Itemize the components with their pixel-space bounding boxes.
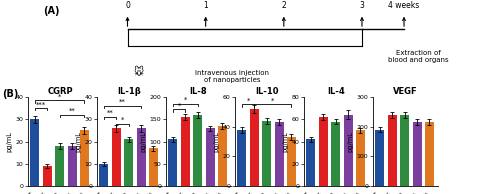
- Bar: [30, 119, 40, 186]
- Bar: [376, 130, 384, 186]
- Text: (B): (B): [2, 89, 19, 99]
- Bar: [193, 115, 202, 186]
- Bar: [274, 122, 283, 186]
- Y-axis label: pg/mL: pg/mL: [6, 131, 12, 152]
- Bar: [218, 126, 227, 186]
- Text: 2: 2: [282, 1, 286, 10]
- Text: (A): (A): [44, 6, 60, 16]
- Y-axis label: pg/mL: pg/mL: [141, 131, 147, 152]
- Bar: [238, 130, 246, 186]
- Title: IL-1β: IL-1β: [117, 87, 141, 96]
- Bar: [80, 131, 89, 186]
- Bar: [388, 115, 397, 186]
- Text: **: **: [106, 110, 114, 116]
- Y-axis label: pg/mL: pg/mL: [76, 131, 82, 152]
- Bar: [112, 128, 121, 186]
- Text: **: **: [68, 108, 75, 114]
- Text: *: *: [246, 98, 250, 104]
- Bar: [344, 115, 352, 186]
- Text: ***: ***: [36, 101, 46, 107]
- Title: CGRP: CGRP: [47, 87, 73, 96]
- Bar: [206, 128, 214, 186]
- Title: IL-10: IL-10: [256, 87, 279, 96]
- Bar: [306, 139, 316, 186]
- Text: *: *: [184, 97, 187, 103]
- Text: *: *: [121, 117, 124, 123]
- Text: 0: 0: [125, 1, 130, 10]
- Bar: [168, 139, 177, 186]
- Bar: [136, 128, 145, 186]
- Title: IL-8: IL-8: [189, 87, 207, 96]
- Bar: [400, 115, 409, 186]
- Text: 1: 1: [204, 1, 208, 10]
- Bar: [331, 121, 340, 186]
- Text: 3: 3: [360, 1, 364, 10]
- Text: Extraction of
blood and organs: Extraction of blood and organs: [388, 50, 448, 63]
- Text: *: *: [58, 94, 61, 100]
- Y-axis label: pg/mL: pg/mL: [348, 131, 354, 152]
- Text: *: *: [178, 103, 181, 109]
- Y-axis label: pg/mL: pg/mL: [282, 131, 288, 152]
- Bar: [149, 148, 158, 186]
- Bar: [356, 131, 365, 186]
- Text: Intravenous injection
of nanoparticles: Intravenous injection of nanoparticles: [196, 70, 270, 83]
- Bar: [181, 117, 190, 186]
- Text: *: *: [271, 98, 274, 104]
- Bar: [287, 137, 296, 186]
- Text: **: **: [119, 99, 126, 105]
- Bar: [43, 166, 52, 186]
- Title: VEGF: VEGF: [392, 87, 417, 96]
- Bar: [262, 121, 271, 186]
- Bar: [425, 122, 434, 186]
- Bar: [412, 122, 422, 186]
- Bar: [68, 146, 76, 186]
- Text: 🐭: 🐭: [133, 67, 143, 77]
- Bar: [319, 117, 328, 186]
- Bar: [250, 109, 259, 186]
- Bar: [55, 146, 64, 186]
- Y-axis label: pg/mL: pg/mL: [214, 131, 220, 152]
- Bar: [124, 139, 133, 186]
- Bar: [100, 164, 108, 186]
- Title: IL-4: IL-4: [327, 87, 345, 96]
- Text: 4 weeks: 4 weeks: [388, 1, 420, 10]
